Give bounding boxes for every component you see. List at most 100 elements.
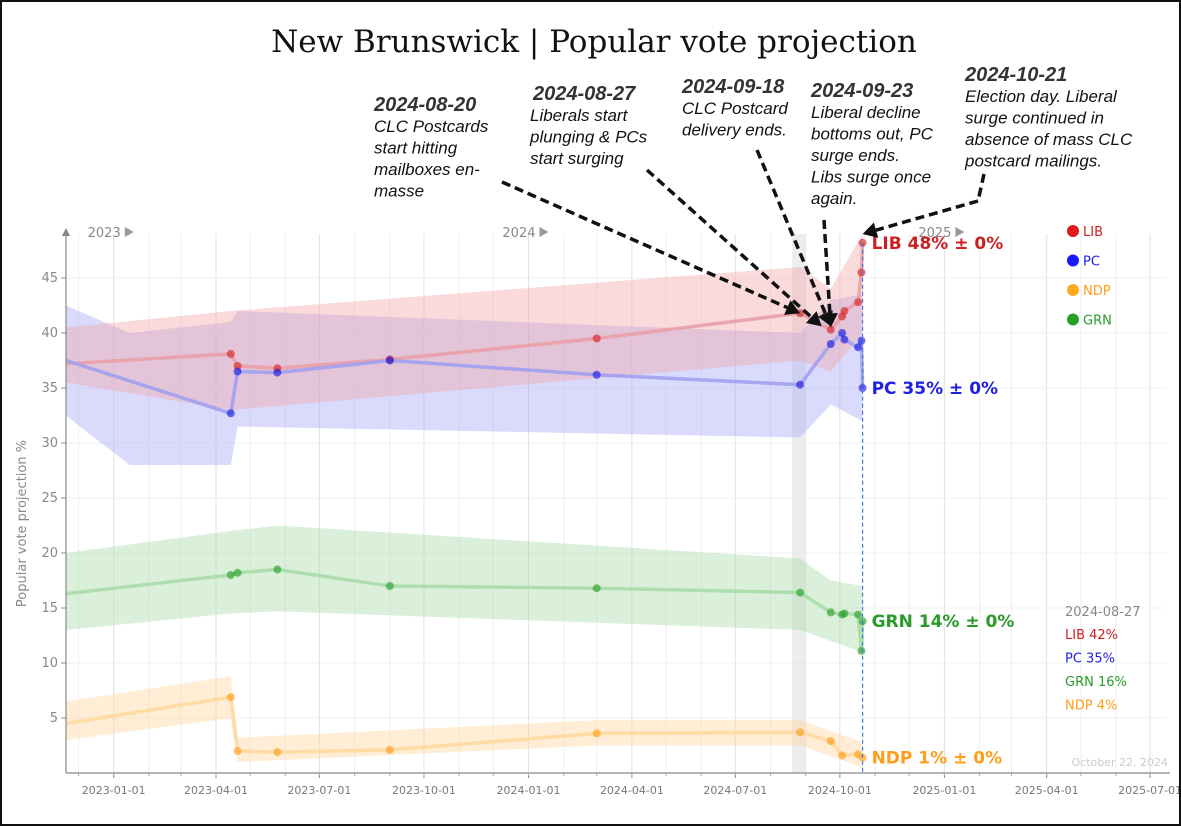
chart-title: New Brunswick | Popular vote projection <box>271 24 917 60</box>
snapshot-pc: PC 35% <box>1065 652 1115 667</box>
y-tick-label: 45 <box>41 271 58 286</box>
data-point-grn <box>857 646 866 655</box>
annotation-text: absence of mass CLC <box>965 130 1133 149</box>
year-marker-label: 2023 <box>88 226 121 241</box>
data-point-pc <box>385 356 394 365</box>
annotation-arrow <box>976 173 986 202</box>
data-point-pc <box>854 343 863 352</box>
x-tick-label: 2025-01-01 <box>912 784 976 797</box>
snapshot-lib: LIB 42% <box>1065 628 1118 643</box>
data-point-grn <box>840 609 849 618</box>
data-point-lib <box>226 349 235 358</box>
band-ndp <box>66 676 863 768</box>
legend-label-ndp: NDP <box>1083 284 1111 299</box>
annotation-arrow <box>822 219 832 314</box>
end-label-grn: GRN 14% ± 0% <box>872 612 1015 632</box>
data-point-ndp <box>838 751 847 760</box>
annotation-text: masse <box>374 182 424 201</box>
annotation-text: Election day. Liberal <box>965 87 1118 106</box>
year-marker-arrow <box>124 227 134 237</box>
data-point-ndp <box>226 693 235 702</box>
data-point-lib <box>233 362 242 370</box>
x-tick-label: 2023-07-01 <box>287 784 351 797</box>
y-axis-title: Popular vote projection % <box>15 440 30 607</box>
data-point-pc <box>233 367 242 376</box>
annotation-arrowhead <box>784 300 801 315</box>
data-point-grn <box>233 568 242 577</box>
annotation-text: Liberal decline <box>811 103 921 122</box>
annotation-text: bottoms out, PC <box>811 125 934 144</box>
data-point-grn <box>826 608 835 617</box>
data-point-grn <box>273 565 282 574</box>
data-point-lib <box>854 298 863 307</box>
data-point-lib <box>840 307 849 315</box>
x-tick-label: 2024-01-01 <box>497 784 561 797</box>
x-tick-label: 2025-07-01 <box>1118 784 1179 797</box>
annotation-text: again. <box>811 189 857 208</box>
annotation-text: CLC Postcard <box>682 99 788 118</box>
snapshot-grn: GRN 16% <box>1065 675 1127 690</box>
data-point-grn <box>226 571 235 579</box>
data-point-ndp <box>796 728 805 737</box>
annotation-arrow <box>501 180 788 310</box>
y-tick-label: 30 <box>41 436 58 451</box>
year-marker-arrow <box>539 227 549 237</box>
annotation-text: Liberals start <box>530 106 629 125</box>
data-point-grn <box>592 584 601 593</box>
y-tick-label: 5 <box>50 711 58 726</box>
data-point-lib <box>826 325 835 334</box>
annotation-arrowhead <box>862 222 879 238</box>
annotation-text: CLC Postcards <box>374 117 489 136</box>
annotation-date: 2024-09-23 <box>810 80 913 102</box>
y-axis-arrow <box>62 228 70 236</box>
annotation-date: 2024-08-27 <box>532 83 636 105</box>
x-tick-label: 2023-10-01 <box>392 784 456 797</box>
legend-label-pc: PC <box>1083 255 1100 270</box>
legend-label-lib: LIB <box>1083 225 1103 240</box>
data-point-pc <box>796 380 805 389</box>
annotation-arrow <box>645 168 813 319</box>
y-tick-label: 15 <box>41 601 58 616</box>
annotation-text: delivery ends. <box>682 121 787 140</box>
data-point-grn <box>854 610 863 619</box>
year-marker-label: 2025 <box>918 226 951 241</box>
annotation-date: 2024-09-18 <box>681 76 785 98</box>
legend-marker-grn <box>1067 313 1079 326</box>
annotation-text: postcard mailings. <box>964 152 1102 171</box>
data-point-ndp <box>385 745 394 754</box>
data-point-grn <box>796 588 805 597</box>
data-point-pc <box>857 336 866 345</box>
end-label-pc: PC 35% ± 0% <box>872 379 999 399</box>
legend-marker-pc <box>1067 254 1079 267</box>
annotation-text: surge ends. <box>811 146 900 165</box>
data-point-pc <box>840 335 849 344</box>
y-tick-label: 20 <box>41 546 58 561</box>
y-tick-label: 40 <box>41 326 58 341</box>
annotation-arrow <box>875 199 979 232</box>
x-tick-label: 2024-10-01 <box>808 784 872 797</box>
x-tick-label: 2025-04-01 <box>1015 784 1079 797</box>
annotation-text: surge continued in <box>965 109 1104 128</box>
data-point-lib <box>857 268 866 277</box>
annotation-arrowhead <box>805 311 822 327</box>
annotation-arrowhead <box>821 313 838 328</box>
data-point-pc <box>858 384 867 392</box>
x-tick-label: 2024-07-01 <box>703 784 767 797</box>
data-point-ndp <box>233 747 242 755</box>
x-tick-label: 2023-01-01 <box>82 784 146 797</box>
annotation-date: 2024-10-21 <box>964 64 1067 86</box>
snapshot-ndp: NDP 4% <box>1065 699 1117 714</box>
annotation-text: mailboxes en- <box>374 160 480 179</box>
legend-marker-ndp <box>1067 284 1079 296</box>
annotation-arrow <box>755 149 827 315</box>
legend-label-grn: GRN <box>1083 314 1112 329</box>
annotation-text: plunging & PCs <box>529 128 648 147</box>
data-point-ndp <box>273 748 282 757</box>
x-tick-label: 2023-04-01 <box>184 784 248 797</box>
y-tick-label: 35 <box>41 381 58 396</box>
data-point-ndp <box>826 737 835 746</box>
footer-date: October 22, 2024 <box>1071 756 1168 769</box>
annotation-text: start surging <box>530 149 624 168</box>
